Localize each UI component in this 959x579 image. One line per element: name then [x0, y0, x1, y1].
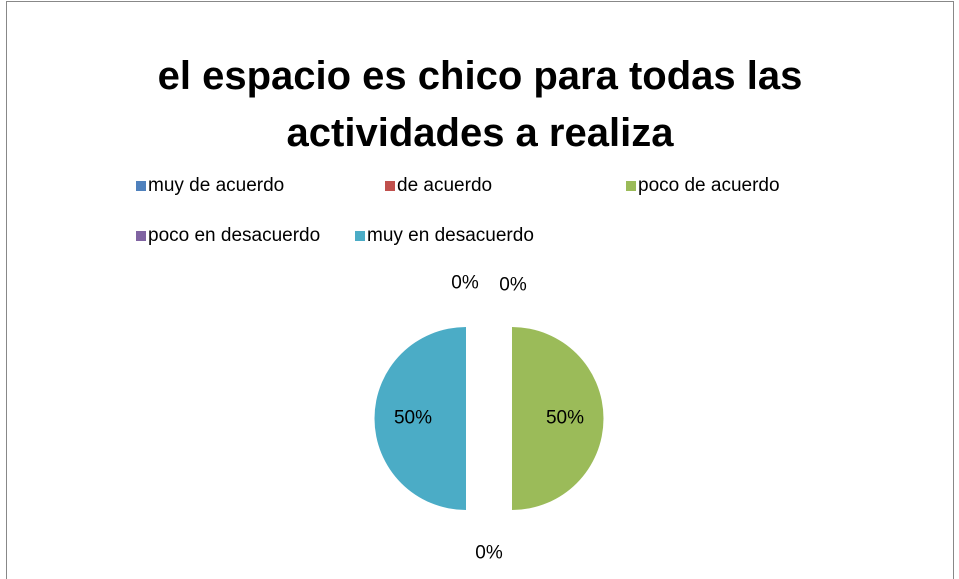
data-label: 50% — [546, 408, 584, 429]
data-label: 0% — [451, 273, 479, 294]
legend-label: poco de acuerdo — [638, 175, 780, 196]
legend-swatch — [136, 181, 146, 191]
legend-label: poco en desacuerdo — [148, 225, 320, 246]
legend-swatch — [355, 231, 365, 241]
legend-label: muy en desacuerdo — [367, 225, 534, 246]
legend-label: de acuerdo — [397, 175, 492, 196]
chart-title: el espacio es chico para todas las activ… — [157, 54, 803, 155]
legend-swatch — [626, 181, 636, 191]
legend-swatch — [136, 231, 146, 241]
legend-label: muy de acuerdo — [148, 175, 284, 196]
legend-swatch — [385, 181, 395, 191]
data-label: 50% — [394, 408, 432, 429]
pie-slice — [512, 327, 604, 510]
data-label: 0% — [475, 543, 503, 564]
chart-border — [6, 1, 954, 579]
data-label: 0% — [499, 275, 527, 296]
pie-slice — [374, 327, 466, 510]
